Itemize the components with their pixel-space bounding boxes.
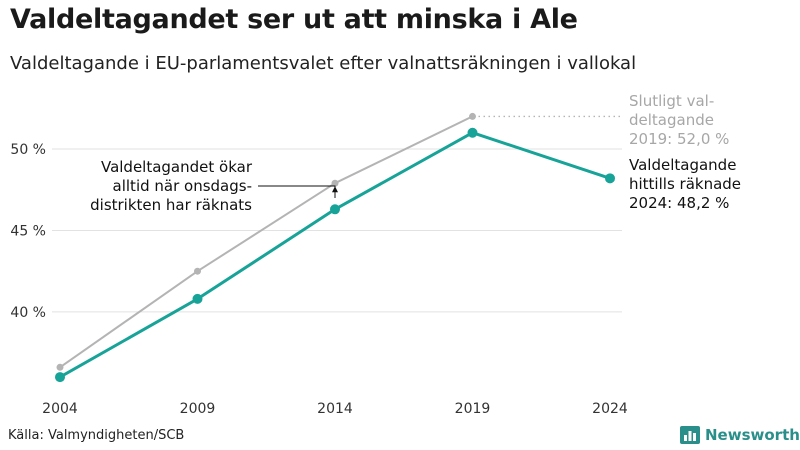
y-tick-label: 40 % xyxy=(10,305,46,321)
y-tick-label: 45 % xyxy=(10,223,46,239)
series-lines xyxy=(58,115,612,379)
current-turnout-label: Valdeltagande xyxy=(629,156,736,174)
final-turnout-label: 2019: 52,0 % xyxy=(629,130,729,148)
y-axis-ticks: 40 % 45 % 50 % xyxy=(10,142,46,321)
current-turnout-label: hittills räknade xyxy=(629,175,741,193)
counting-note: alltid när onsdags- xyxy=(113,177,252,195)
counting-note: distrikten har räknats xyxy=(90,196,252,214)
x-tick-label: 2024 xyxy=(592,401,628,417)
x-tick-label: 2009 xyxy=(180,401,216,417)
final-turnout-point xyxy=(194,267,201,275)
current-turnout-label: 2024: 48,2 % xyxy=(629,194,729,212)
y-tick-label: 50 % xyxy=(10,142,46,158)
brand-logo: Newsworthy xyxy=(680,426,800,444)
note-arrow-head xyxy=(332,186,338,193)
x-tick-label: 2014 xyxy=(317,401,353,417)
counted-turnout-point xyxy=(605,173,615,184)
final-turnout-label: Slutligt val- xyxy=(629,92,714,110)
gridlines xyxy=(52,148,622,313)
bar-chart-logo-icon xyxy=(680,426,700,444)
brand-name: Newsworthy xyxy=(705,426,800,444)
final-turnout-point xyxy=(56,363,64,371)
x-tick-label: 2019 xyxy=(455,401,491,417)
source-note: Källa: Valmyndigheten/SCB xyxy=(8,428,185,443)
counted-turnout-point xyxy=(192,293,203,304)
note-arrow-line xyxy=(258,185,336,198)
chart-title: Valdeltagandet ser ut att minska i Ale xyxy=(10,4,578,35)
counted-turnout-point xyxy=(330,204,340,215)
counted-turnout-point xyxy=(55,372,65,383)
counted-turnout-point xyxy=(467,127,478,138)
final-turnout-point xyxy=(469,112,476,120)
final-turnout-line xyxy=(59,115,474,369)
x-tick-label: 2004 xyxy=(42,401,78,417)
counting-note: Valdeltagandet ökar xyxy=(101,158,253,176)
x-axis-ticks: 2004 2009 2014 2019 2024 xyxy=(42,401,628,417)
chart-subtitle: Valdeltagande i EU-parlamentsvalet efter… xyxy=(10,53,637,74)
series-points xyxy=(55,112,615,383)
final-turnout-point xyxy=(331,179,339,187)
final-turnout-label: deltagande xyxy=(629,111,714,129)
